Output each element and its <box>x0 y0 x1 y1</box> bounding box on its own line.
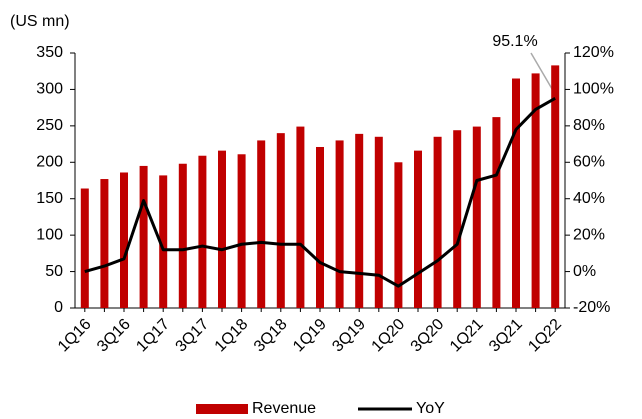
bar <box>394 162 403 308</box>
bar <box>139 165 148 308</box>
bar <box>159 175 168 308</box>
y2-tick-label: 0% <box>573 263 596 280</box>
x-tick-label: 1Q21 <box>447 316 487 356</box>
bar <box>335 140 344 308</box>
bar <box>100 179 109 308</box>
y2-tick-label: 120% <box>573 44 614 61</box>
bar <box>492 117 501 308</box>
y2-tick-label: 40% <box>573 190 605 207</box>
x-tick-label: 3Q21 <box>486 316 526 356</box>
x-tick-label: 1Q22 <box>525 316 565 356</box>
y-tick-label: 350 <box>36 44 63 61</box>
bar <box>296 126 305 308</box>
y2-tick-label: 20% <box>573 226 605 243</box>
y2-tick-label: 60% <box>573 154 605 171</box>
y-tick-label: 50 <box>45 263 63 280</box>
y-tick-label: 300 <box>36 81 63 98</box>
annotation-pointer <box>530 52 556 95</box>
legend-swatch <box>196 404 248 414</box>
bar <box>453 130 462 308</box>
bar <box>276 133 285 308</box>
bar <box>237 154 246 308</box>
bar <box>531 73 540 309</box>
y-tick-label: 100 <box>36 226 63 243</box>
annotation: 95.1% <box>492 33 537 50</box>
x-tick-label: 3Q19 <box>329 316 369 356</box>
bar <box>218 150 226 308</box>
y-tick-label: 250 <box>36 117 63 134</box>
x-tick-label: 3Q18 <box>251 316 291 356</box>
bar <box>472 126 481 308</box>
y-tick-label: 0 <box>54 299 63 316</box>
x-tick-label: 3Q20 <box>408 316 448 356</box>
legend-label: Revenue <box>252 400 316 417</box>
x-tick-label: 1Q20 <box>369 316 409 356</box>
x-tick-label: 1Q18 <box>212 316 252 356</box>
line <box>84 97 556 288</box>
bar <box>178 163 187 308</box>
x-tick-label: 1Q19 <box>290 316 330 356</box>
bar <box>551 65 560 308</box>
y-tick-label: 150 <box>36 190 63 207</box>
y-axis-label: (US mn) <box>10 13 70 30</box>
bar <box>257 140 266 308</box>
x-tick-label: 3Q16 <box>94 316 134 356</box>
y2-tick-label: 80% <box>573 117 605 134</box>
x-tick-label: 1Q16 <box>55 316 95 356</box>
y2-tick-label: -20% <box>573 299 610 316</box>
x-tick-label: 1Q17 <box>133 316 173 356</box>
y-tick-label: 200 <box>36 154 63 171</box>
bar <box>414 150 422 308</box>
bar <box>198 155 207 308</box>
bar <box>433 136 442 308</box>
bar <box>316 146 324 308</box>
bar <box>80 188 89 308</box>
legend-label: YoY <box>416 400 445 417</box>
x-tick-label: 3Q17 <box>173 316 213 356</box>
y2-tick-label: 100% <box>573 81 614 98</box>
bar <box>374 136 383 308</box>
bar <box>120 172 128 308</box>
bar <box>355 133 364 308</box>
bar <box>512 78 520 308</box>
